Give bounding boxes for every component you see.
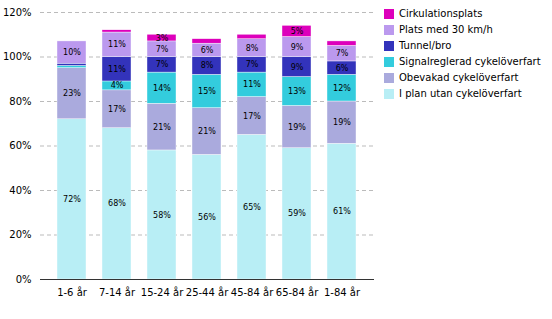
- svg-text:9%: 9%: [291, 43, 304, 52]
- html-text:I plan utan cykelöverfart: I plan utan cykelöverfart: [399, 88, 522, 99]
- svg-text:68%: 68%: [108, 199, 126, 208]
- svg-text:15%: 15%: [198, 87, 216, 96]
- svg-text:65%: 65%: [243, 203, 261, 212]
- svg-text:6%: 6%: [201, 46, 214, 55]
- svg-text:8%: 8%: [201, 61, 214, 70]
- svg-text:11%: 11%: [108, 65, 126, 74]
- svg-text:7%: 7%: [156, 45, 169, 54]
- svg-text:13%: 13%: [288, 87, 306, 96]
- svg-text:80%: 80%: [9, 96, 31, 107]
- svg-text:12%: 12%: [333, 84, 351, 93]
- svg-text:5%: 5%: [291, 27, 304, 36]
- svg-text:59%: 59%: [288, 209, 306, 218]
- svg-text:7%: 7%: [336, 49, 349, 58]
- svg-text:21%: 21%: [153, 123, 171, 132]
- svg-text:58%: 58%: [153, 211, 171, 220]
- svg-text:65-84 år: 65-84 år: [276, 286, 319, 298]
- svg-text:7%: 7%: [246, 60, 259, 69]
- svg-text:61%: 61%: [333, 207, 351, 216]
- svg-text:1-6 år: 1-6 år: [57, 286, 88, 298]
- svg-text:15-24 år: 15-24 år: [141, 286, 184, 298]
- svg-text:14%: 14%: [153, 84, 171, 93]
- html-text:Cirkulationsplats: Cirkulationsplats: [399, 8, 483, 19]
- svg-text:3%: 3%: [156, 34, 169, 43]
- svg-text:60%: 60%: [9, 140, 31, 151]
- svg-text:20%: 20%: [9, 229, 31, 240]
- svg-text:6%: 6%: [336, 64, 349, 73]
- svg-text:11%: 11%: [243, 80, 261, 89]
- html-text:Tunnel/bro: Tunnel/bro: [399, 40, 452, 51]
- svg-text:25-44 år: 25-44 år: [186, 286, 229, 298]
- svg-text:19%: 19%: [333, 118, 351, 127]
- svg-text:10%: 10%: [63, 48, 81, 57]
- svg-text:0%: 0%: [16, 274, 32, 285]
- svg-text:120%: 120%: [3, 7, 32, 18]
- svg-text:17%: 17%: [108, 105, 126, 114]
- html-text:Signalreglerad cykelöverfart: Signalreglerad cykelöverfart: [399, 56, 541, 67]
- svg-text:8%: 8%: [246, 44, 259, 53]
- svg-text:11%: 11%: [108, 40, 126, 49]
- svg-text:72%: 72%: [63, 195, 81, 204]
- svg-text:7%: 7%: [156, 60, 169, 69]
- svg-text:7-14 år: 7-14 år: [99, 286, 136, 298]
- html-text:Obevakad cykelöverfart: Obevakad cykelöverfart: [399, 72, 519, 83]
- svg-text:1-84 år: 1-84 år: [324, 286, 361, 298]
- svg-text:21%: 21%: [198, 127, 216, 136]
- svg-text:17%: 17%: [243, 112, 261, 121]
- svg-text:23%: 23%: [63, 89, 81, 98]
- svg-text:9%: 9%: [291, 63, 304, 72]
- svg-text:40%: 40%: [9, 185, 31, 196]
- svg-text:100%: 100%: [3, 51, 32, 62]
- svg-text:56%: 56%: [198, 213, 216, 222]
- svg-text:19%: 19%: [288, 123, 306, 132]
- svg-text:45-84 år: 45-84 år: [231, 286, 274, 298]
- html-text:Plats med 30 km/h: Plats med 30 km/h: [399, 24, 493, 35]
- svg-text:4%: 4%: [111, 81, 124, 90]
